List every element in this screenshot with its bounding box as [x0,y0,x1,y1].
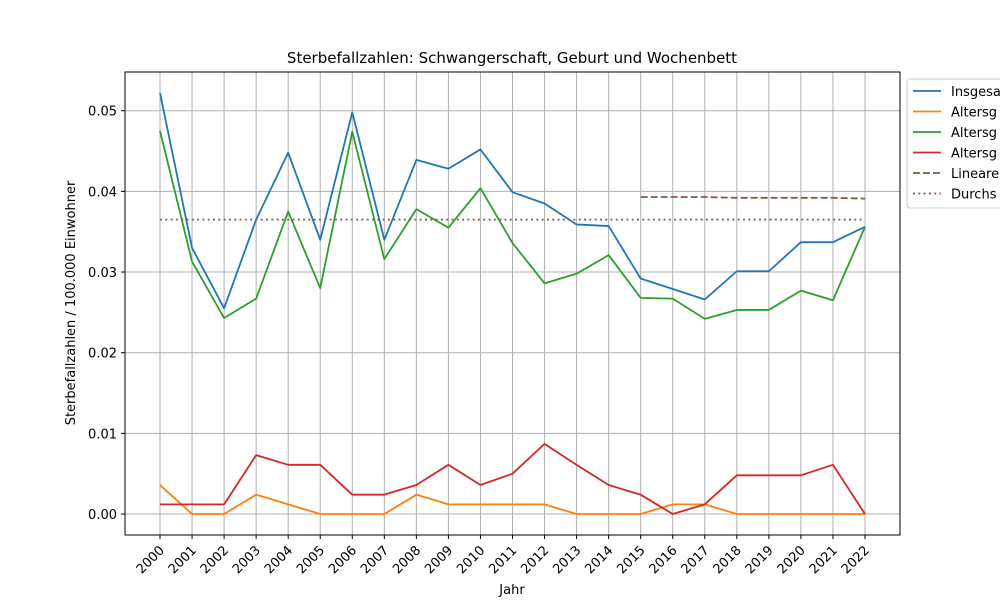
grid [125,72,900,535]
x-tick-label: 2006 [326,543,360,577]
legend-label: Altersg [951,106,997,121]
x-tick-label: 2015 [615,543,649,577]
legend-label: Altersg [951,147,997,162]
x-tick-label: 2007 [358,543,392,577]
x-tick-label: 2001 [166,543,200,577]
y-tick-label: 0.03 [88,266,117,281]
y-axis: 0.00 0.01 0.02 0.03 0.04 0.05 [88,105,125,523]
x-tick-label: 2018 [711,543,745,577]
x-tick-label: 2021 [807,543,841,577]
y-axis-label: Sterbefallzahlen / 100.000 Einwohner [64,180,79,425]
series-line-3 [160,442,866,515]
x-tick-label: 2019 [743,543,777,577]
x-tick-label: 2016 [647,543,681,577]
legend-label: Lineare [951,167,999,182]
x-tick-label: 2002 [198,543,232,577]
series-lines [159,92,866,515]
y-tick-label: 0.00 [88,508,117,523]
x-tick-label: 2011 [486,543,520,577]
x-tick-label: 2000 [134,543,168,577]
series-line-2 [159,130,866,320]
series-line-0 [159,92,866,310]
x-tick-label: 2017 [679,543,713,577]
x-tick-label: 2010 [454,543,488,577]
chart-title: Sterbefallzahlen: Schwangerschaft, Gebur… [287,49,737,67]
y-tick-label: 0.04 [88,185,117,200]
y-tick-label: 0.01 [88,427,117,442]
x-tick-label: 2013 [550,543,584,577]
x-tick-label: 2012 [518,543,552,577]
x-tick-label: 2020 [775,543,809,577]
x-tick-label: 2014 [582,543,616,577]
x-tick-label: 2022 [839,543,873,577]
x-tick-label: 2004 [262,543,296,577]
series-line-1 [159,484,865,515]
legend: Insgesa Altersg Altersg Altersg Lineare Durch… [906,78,1000,209]
x-tick-label: 2008 [390,543,424,577]
x-tick-label: 2003 [230,543,264,577]
x-axis-label: Jahr [498,583,525,598]
y-tick-label: 0.02 [88,347,117,362]
legend-label: Insgesa [951,85,1000,100]
x-tick-label: 2005 [294,543,328,577]
series-line-4 [640,196,866,200]
x-axis: 2000200120022003200420052006200720082009… [134,535,873,577]
legend-label: Durchs [951,188,997,203]
legend-label: Altersg [951,126,997,141]
x-tick-label: 2009 [422,543,456,577]
y-tick-label: 0.05 [88,105,117,120]
